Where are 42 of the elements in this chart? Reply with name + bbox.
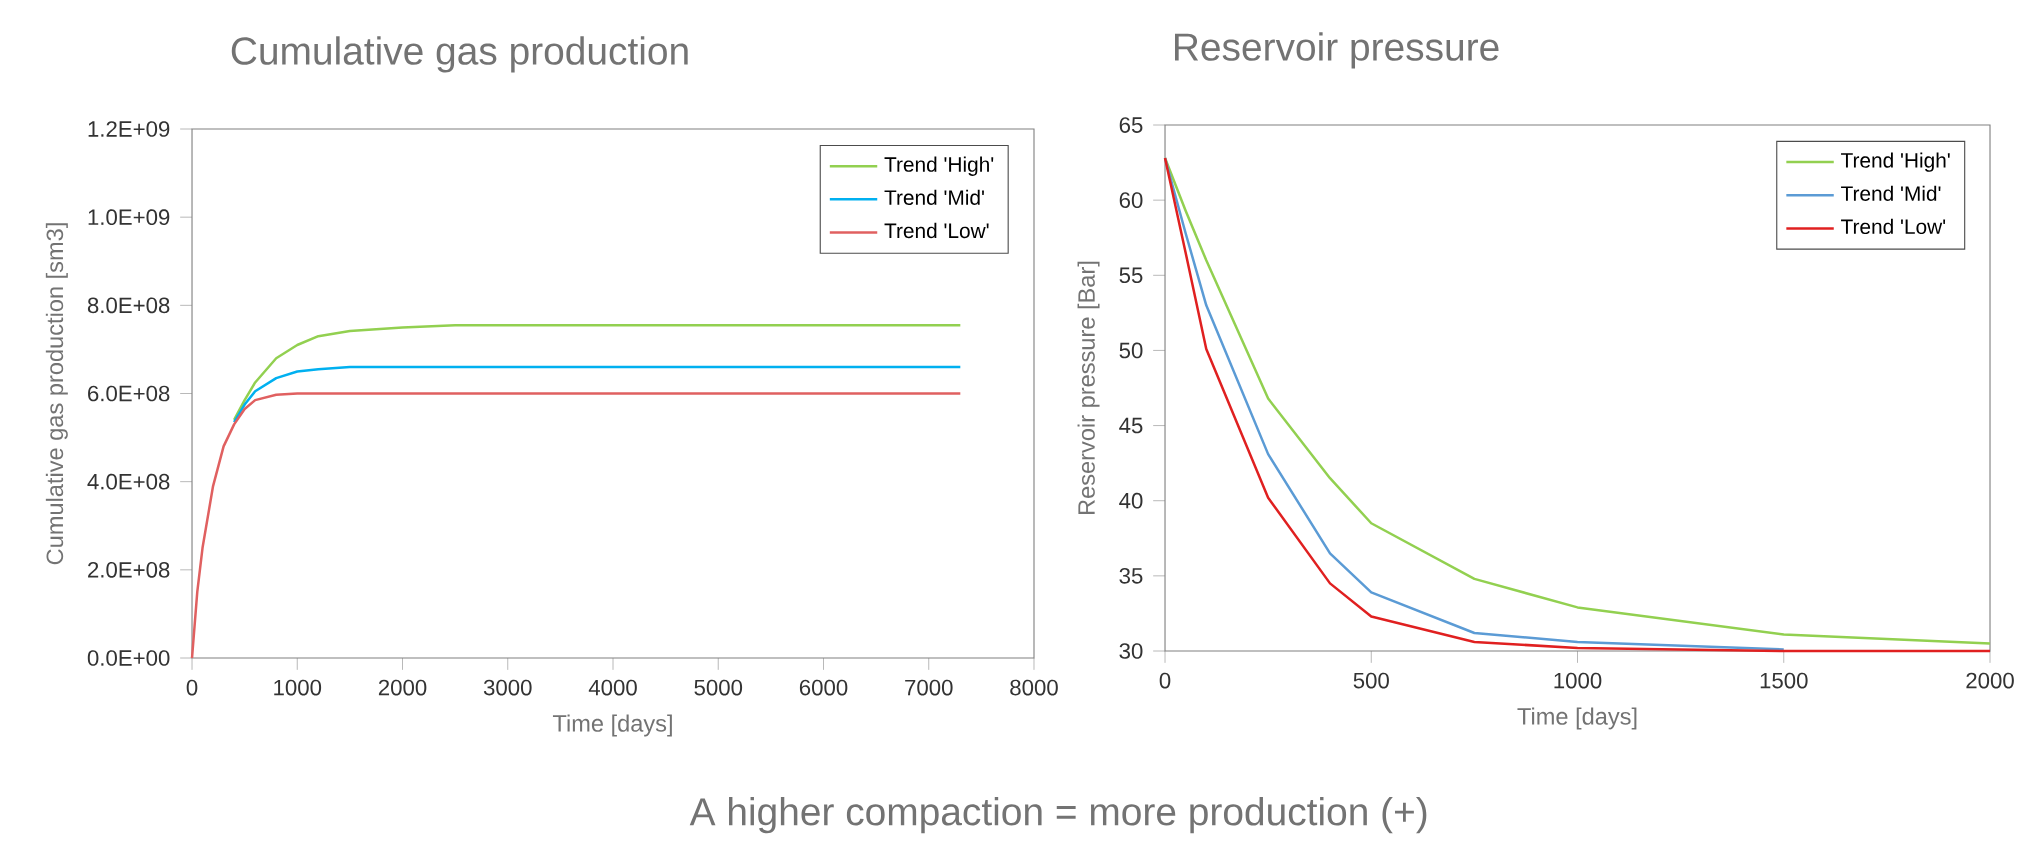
x-axis-title: Time [days] — [1517, 707, 1637, 730]
y-tick-label: 1.2E+09 — [88, 121, 170, 137]
y-tick-label: 2.0E+08 — [88, 561, 170, 578]
y-tick-label: 30 — [1119, 643, 1143, 659]
legend-label: Trend 'Low' — [1841, 218, 1946, 235]
y-tick-label: 0.0E+00 — [87, 650, 170, 666]
x-tick-label: 2000 — [1966, 672, 2014, 689]
x-tick-label: 0 — [186, 679, 198, 696]
x-tick-label: 1000 — [274, 679, 322, 696]
chart-title: Cumulative gas production — [231, 36, 688, 73]
legend-label: Trend 'Low' — [884, 222, 989, 239]
legend-label: Trend 'Mid' — [884, 189, 984, 206]
chart-title: Reservoir pressure — [1175, 32, 1499, 69]
x-tick-label: 1500 — [1760, 672, 1808, 689]
legend-label: Trend 'High' — [1841, 152, 1950, 172]
x-tick-label: 3000 — [483, 679, 532, 696]
y-tick-label: 60 — [1119, 192, 1143, 209]
y-tick-label: 35 — [1119, 568, 1143, 584]
y-tick-label: 55 — [1119, 267, 1143, 284]
y-axis-title: Cumulative gas production [sm3] — [45, 223, 68, 565]
x-axis-title: Time [days] — [552, 714, 672, 737]
y-tick-label: 6.0E+08 — [88, 385, 170, 402]
x-tick-label: 8000 — [1010, 679, 1058, 696]
y-tick-label: 50 — [1119, 342, 1143, 359]
legend-label: Trend 'High' — [884, 156, 994, 176]
legend-label: Trend 'Mid' — [1841, 185, 1941, 201]
x-tick-label: 5000 — [694, 679, 743, 696]
y-tick-label: 8.0E+08 — [87, 297, 170, 314]
x-tick-label: 6000 — [799, 679, 848, 696]
text: A higher compaction = more production (+) — [689, 796, 1427, 834]
y-tick-label: 45 — [1119, 417, 1143, 434]
x-tick-label: 1000 — [1554, 672, 1602, 689]
x-tick-label: 7000 — [905, 679, 953, 696]
x-tick-label: 0 — [1159, 672, 1171, 689]
y-axis-title: Reservoir pressure [Bar] — [1077, 261, 1100, 515]
y-tick-label: 1.0E+09 — [88, 209, 170, 226]
y-tick-label: 40 — [1119, 492, 1143, 509]
y-tick-label: 4.0E+08 — [87, 473, 170, 490]
x-tick-label: 500 — [1353, 672, 1389, 689]
x-tick-label: 4000 — [588, 679, 637, 696]
y-tick-label: 65 — [1119, 117, 1143, 133]
x-tick-label: 2000 — [378, 679, 427, 696]
